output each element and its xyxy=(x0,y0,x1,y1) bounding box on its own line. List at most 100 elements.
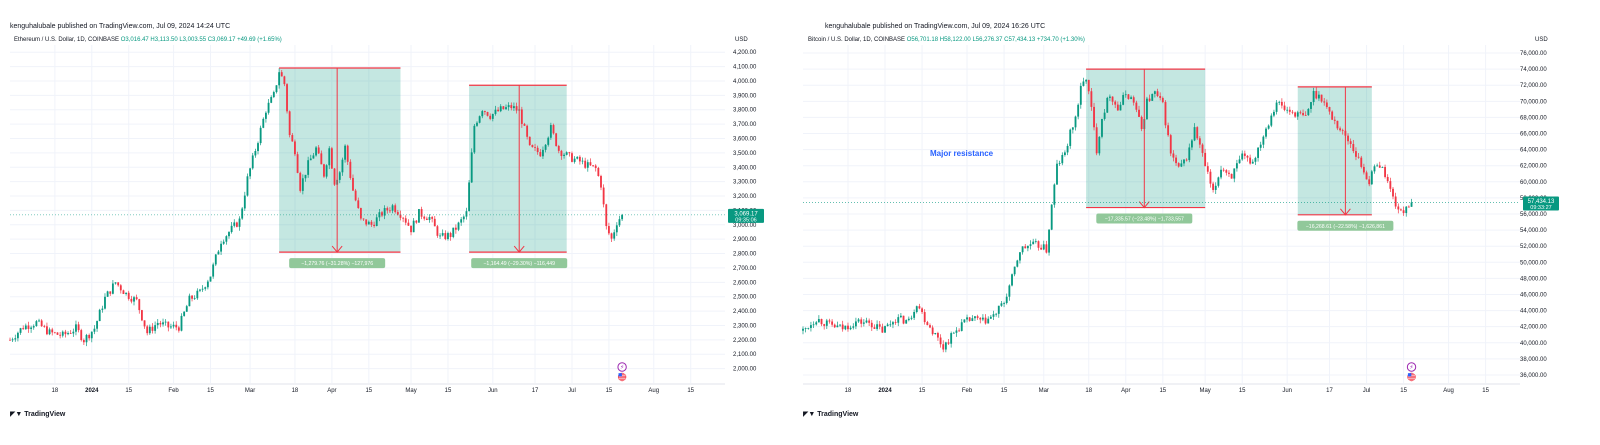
candle-body[interactable] xyxy=(93,328,96,332)
candle-body[interactable] xyxy=(1347,135,1349,142)
candle-body[interactable] xyxy=(106,291,109,297)
candle-body[interactable] xyxy=(312,155,315,159)
candle-body[interactable] xyxy=(1106,97,1109,113)
candle-body[interactable] xyxy=(1352,143,1355,152)
candle-body[interactable] xyxy=(1220,169,1222,178)
candle-body[interactable] xyxy=(156,322,159,326)
candle-body[interactable] xyxy=(1169,135,1172,154)
candle-body[interactable] xyxy=(958,330,961,332)
candle-body[interactable] xyxy=(389,210,391,212)
decline-range-box[interactable] xyxy=(279,68,401,253)
candle-body[interactable] xyxy=(573,158,576,162)
candle-body[interactable] xyxy=(24,325,27,330)
candle-body[interactable] xyxy=(1410,202,1413,207)
candle-body[interactable] xyxy=(1074,116,1077,128)
candle-body[interactable] xyxy=(1108,96,1111,98)
candle-body[interactable] xyxy=(1071,127,1074,130)
candle-body[interactable] xyxy=(1082,81,1085,86)
candle-body[interactable] xyxy=(1175,157,1177,164)
candle-body[interactable] xyxy=(69,333,72,334)
candle-body[interactable] xyxy=(942,344,945,350)
candle-body[interactable] xyxy=(325,165,328,177)
candle-body[interactable] xyxy=(600,176,602,188)
candle-body[interactable] xyxy=(1386,176,1389,182)
candle-body[interactable] xyxy=(396,212,399,215)
candle-body[interactable] xyxy=(854,321,857,327)
candle-body[interactable] xyxy=(14,338,17,340)
candle-body[interactable] xyxy=(1315,90,1318,99)
candle-body[interactable] xyxy=(810,325,812,328)
candle-body[interactable] xyxy=(212,264,215,277)
candle-body[interactable] xyxy=(547,137,550,145)
candle-body[interactable] xyxy=(1325,102,1328,108)
candle-body[interactable] xyxy=(1312,90,1315,103)
candle-body[interactable] xyxy=(439,235,441,237)
candle-body[interactable] xyxy=(88,334,91,339)
candle-body[interactable] xyxy=(926,322,929,326)
candle-body[interactable] xyxy=(1280,101,1283,106)
candle-body[interactable] xyxy=(201,288,204,290)
candle-body[interactable] xyxy=(1042,244,1045,250)
candle-body[interactable] xyxy=(507,105,510,108)
candle-body[interactable] xyxy=(46,326,48,335)
candle-body[interactable] xyxy=(402,217,405,219)
decline-range-box[interactable] xyxy=(469,85,567,253)
candle-body[interactable] xyxy=(989,316,992,319)
candle-body[interactable] xyxy=(447,233,449,240)
candle-body[interactable] xyxy=(307,160,310,175)
candle-body[interactable] xyxy=(979,317,982,320)
candle-body[interactable] xyxy=(560,150,563,156)
candle-body[interactable] xyxy=(486,112,489,116)
candle-body[interactable] xyxy=(111,283,114,294)
candle-body[interactable] xyxy=(497,109,500,112)
candle-body[interactable] xyxy=(868,320,871,323)
candle-body[interactable] xyxy=(1029,244,1032,246)
candle-body[interactable] xyxy=(1288,109,1291,112)
candle-body[interactable] xyxy=(963,319,966,323)
candle-body[interactable] xyxy=(1161,97,1164,103)
candle-body[interactable] xyxy=(847,325,849,330)
candle-body[interactable] xyxy=(1172,153,1175,158)
candle-body[interactable] xyxy=(1373,166,1376,172)
candle-body[interactable] xyxy=(436,226,439,236)
candle-body[interactable] xyxy=(177,327,180,331)
candle-body[interactable] xyxy=(833,324,836,328)
candle-body[interactable] xyxy=(1299,112,1302,114)
candle-body[interactable] xyxy=(913,312,916,318)
candle-body[interactable] xyxy=(167,321,170,328)
candle-body[interactable] xyxy=(907,318,910,321)
candle-body[interactable] xyxy=(1278,101,1281,103)
candle-body[interactable] xyxy=(299,172,302,191)
candle-body[interactable] xyxy=(349,161,352,178)
candle-body[interactable] xyxy=(592,165,595,167)
candle-body[interactable] xyxy=(910,317,913,319)
candle-body[interactable] xyxy=(1217,177,1220,186)
candle-body[interactable] xyxy=(1087,79,1090,92)
candle-body[interactable] xyxy=(154,325,157,331)
candle-body[interactable] xyxy=(1196,127,1199,139)
candle-body[interactable] xyxy=(267,102,270,113)
candle-body[interactable] xyxy=(1376,165,1379,167)
candle-body[interactable] xyxy=(1365,172,1368,180)
candle-body[interactable] xyxy=(807,327,810,329)
candle-body[interactable] xyxy=(1389,181,1392,189)
eth-candlestick-chart[interactable]: 2,000.00 2,100.00 2,200.00 2,300.00 2,400.00… xyxy=(0,0,780,445)
candle-body[interactable] xyxy=(330,148,333,169)
candle-body[interactable] xyxy=(357,200,360,209)
candle-body[interactable] xyxy=(175,324,178,328)
candle-body[interactable] xyxy=(1011,274,1013,286)
candle-body[interactable] xyxy=(478,116,481,123)
candle-body[interactable] xyxy=(944,342,947,350)
candle-body[interactable] xyxy=(109,291,112,294)
candle-body[interactable] xyxy=(77,324,80,331)
candle-body[interactable] xyxy=(1013,266,1016,275)
candle-body[interactable] xyxy=(974,316,976,319)
candle-body[interactable] xyxy=(138,299,141,311)
candle-body[interactable] xyxy=(304,174,307,179)
candle-body[interactable] xyxy=(220,243,222,252)
candle-body[interactable] xyxy=(441,233,444,236)
candle-body[interactable] xyxy=(929,325,931,328)
candle-body[interactable] xyxy=(952,332,955,334)
candle-body[interactable] xyxy=(802,328,804,331)
candle-body[interactable] xyxy=(1201,144,1204,153)
